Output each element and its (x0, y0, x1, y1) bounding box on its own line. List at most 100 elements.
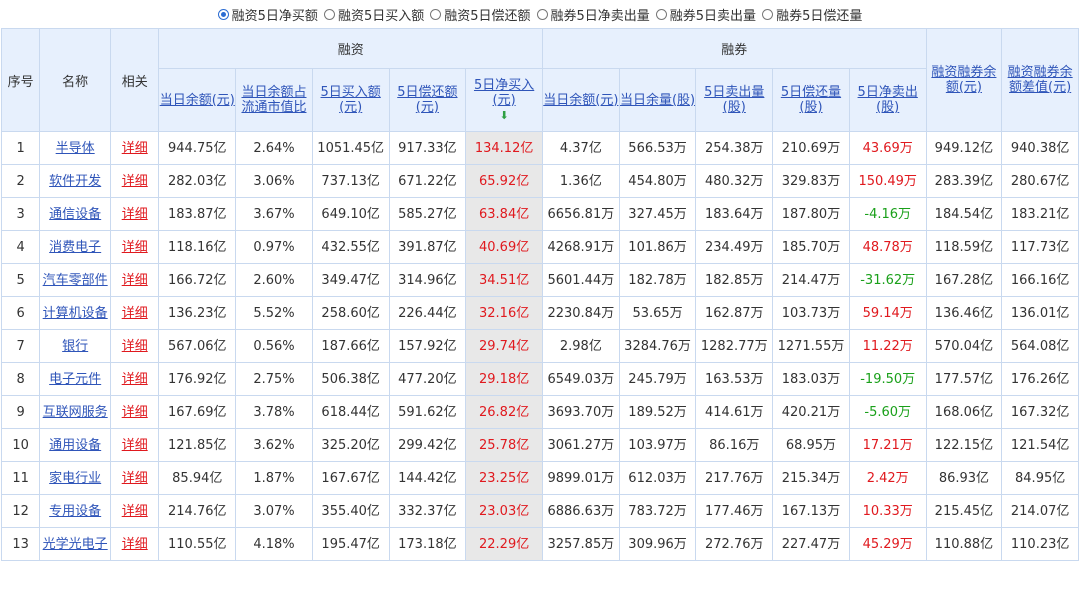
row-detail-cell: 详细 (109, 263, 160, 297)
radio-unchecked-icon[interactable] (323, 8, 335, 20)
header-margin-col-4[interactable]: 5日净买入(元)⬇ (465, 68, 543, 132)
radio-option-label: 融券5日偿还量 (776, 8, 863, 24)
row-value-7: 480.32万 (695, 164, 774, 198)
row-value-2: 649.10亿 (311, 197, 390, 231)
row-value-3: 671.22亿 (388, 164, 467, 198)
header-total-balance[interactable]: 融资融券余额(元) (925, 28, 1003, 132)
row-value-11: 564.08亿 (1001, 329, 1079, 363)
industry-name-link[interactable]: 电子元件 (49, 371, 102, 387)
row-value-10: 110.88亿 (925, 527, 1003, 561)
detail-link[interactable]: 详细 (121, 338, 148, 354)
row-value-0: 214.76亿 (158, 494, 237, 528)
radio-unchecked-icon[interactable] (536, 8, 548, 20)
radio-option-4[interactable]: 融券5日卖出量 (655, 5, 757, 24)
header-margin-col-1[interactable]: 当日余额占流通市值比 (235, 68, 313, 132)
table-row: 7 银行 详细 567.06亿 0.56% 187.66亿 157.92亿 29.74亿 2.9… (0, 329, 1079, 363)
detail-link[interactable]: 详细 (121, 437, 148, 453)
row-value-7: 182.85万 (695, 263, 774, 297)
row-value-1: 2.64% (235, 131, 313, 165)
row-value-4: 29.18亿 (465, 362, 543, 396)
industry-name-link[interactable]: 通用设备 (49, 437, 102, 453)
header-name: 名称 (39, 28, 111, 132)
radio-unchecked-icon[interactable] (430, 8, 442, 20)
detail-link[interactable]: 详细 (121, 404, 148, 420)
industry-name-link[interactable]: 光学光电子 (42, 536, 108, 552)
detail-link[interactable]: 详细 (121, 173, 148, 189)
industry-name-link[interactable]: 计算机设备 (42, 305, 108, 321)
row-value-6: 454.80万 (618, 164, 697, 198)
row-value-5: 2.98亿 (542, 329, 620, 363)
radio-option-2[interactable]: 融资5日偿还额 (430, 5, 531, 24)
detail-link[interactable]: 详细 (121, 272, 148, 288)
header-margin-col-0[interactable]: 当日余额(元) (158, 68, 237, 132)
row-value-10: 570.04亿 (925, 329, 1003, 363)
industry-name-link[interactable]: 互联网服务 (42, 404, 108, 420)
row-value-3: 917.33亿 (388, 131, 467, 165)
header-related: 相关 (109, 28, 160, 132)
radio-option-label: 融券5日卖出量 (669, 8, 757, 24)
row-detail-cell: 详细 (109, 197, 160, 231)
industry-name-link[interactable]: 银行 (62, 338, 89, 354)
row-value-10: 122.15亿 (925, 428, 1003, 462)
detail-link[interactable]: 详细 (121, 305, 148, 321)
row-value-11: 84.95亿 (1001, 461, 1079, 495)
row-value-10: 283.39亿 (925, 164, 1003, 198)
radio-option-3[interactable]: 融券5日净卖出量 (536, 5, 650, 24)
detail-link[interactable]: 详细 (121, 239, 148, 255)
detail-link[interactable]: 详细 (121, 371, 148, 387)
row-value-10: 168.06亿 (925, 395, 1003, 429)
radio-option-5[interactable]: 融券5日偿还量 (762, 5, 862, 24)
industry-name-link[interactable]: 软件开发 (49, 173, 102, 189)
margin-trading-table: 序号 名称 相关 融资 融券 融资融券余额(元) 融资融券余额差值(元) 当日余… (0, 28, 1079, 561)
radio-checked-icon[interactable] (217, 8, 229, 20)
industry-name-link[interactable]: 消费电子 (49, 239, 102, 255)
row-value-5: 3257.85万 (542, 527, 620, 561)
row-value-8: 167.13万 (772, 494, 850, 528)
row-value-9: -31.62万 (848, 263, 927, 297)
row-value-0: 166.72亿 (158, 263, 237, 297)
industry-name-link[interactable]: 家电行业 (49, 470, 102, 486)
row-value-10: 184.54亿 (925, 197, 1003, 231)
row-index: 13 (0, 527, 41, 561)
radio-unchecked-icon[interactable] (762, 8, 774, 20)
industry-name-link[interactable]: 半导体 (55, 140, 95, 156)
radio-option-1[interactable]: 融资5日买入额 (323, 5, 424, 24)
header-short-col-1[interactable]: 当日余量(股) (618, 68, 697, 132)
header-short-col-3[interactable]: 5日偿还量(股) (772, 68, 850, 132)
row-value-0: 118.16亿 (158, 230, 237, 264)
row-value-7: 177.46万 (695, 494, 774, 528)
row-value-2: 258.60亿 (311, 296, 390, 330)
header-margin-col-2[interactable]: 5日买入额(元) (311, 68, 390, 132)
radio-unchecked-icon[interactable] (655, 8, 667, 20)
row-index: 8 (0, 362, 41, 396)
row-value-5: 1.36亿 (542, 164, 620, 198)
header-short-col-2[interactable]: 5日卖出量(股) (695, 68, 774, 132)
row-value-6: 612.03万 (618, 461, 697, 495)
row-value-8: 215.34万 (772, 461, 850, 495)
industry-name-link[interactable]: 汽车零部件 (42, 272, 108, 288)
header-short-col-4[interactable]: 5日净卖出(股) (848, 68, 927, 132)
row-value-11: 121.54亿 (1001, 428, 1079, 462)
row-value-1: 3.06% (235, 164, 313, 198)
row-detail-cell: 详细 (109, 164, 160, 198)
radio-option-0[interactable]: 融资5日净买额 (217, 5, 318, 24)
sort-desc-icon[interactable]: ⬇ (499, 108, 509, 122)
detail-link[interactable]: 详细 (121, 206, 148, 222)
detail-link[interactable]: 详细 (121, 140, 148, 156)
radio-option-label: 融资5日净买额 (231, 8, 318, 24)
detail-link[interactable]: 详细 (121, 470, 148, 486)
industry-name-link[interactable]: 专用设备 (49, 503, 102, 519)
table-row: 10 通用设备 详细 121.85亿 3.62% 325.20亿 299.42亿 25.78亿… (0, 428, 1079, 462)
header-balance-diff[interactable]: 融资融券余额差值(元) (1001, 28, 1079, 132)
row-value-3: 299.42亿 (388, 428, 467, 462)
header-margin-col-3[interactable]: 5日偿还额(元) (388, 68, 467, 132)
row-value-9: 11.22万 (848, 329, 927, 363)
detail-link[interactable]: 详细 (121, 503, 148, 519)
detail-link[interactable]: 详细 (121, 536, 148, 552)
row-value-2: 618.44亿 (311, 395, 390, 429)
row-value-11: 136.01亿 (1001, 296, 1079, 330)
header-short-col-0[interactable]: 当日余额(元) (542, 68, 620, 132)
row-value-1: 3.07% (235, 494, 313, 528)
industry-name-link[interactable]: 通信设备 (49, 206, 102, 222)
row-index: 2 (0, 164, 41, 198)
